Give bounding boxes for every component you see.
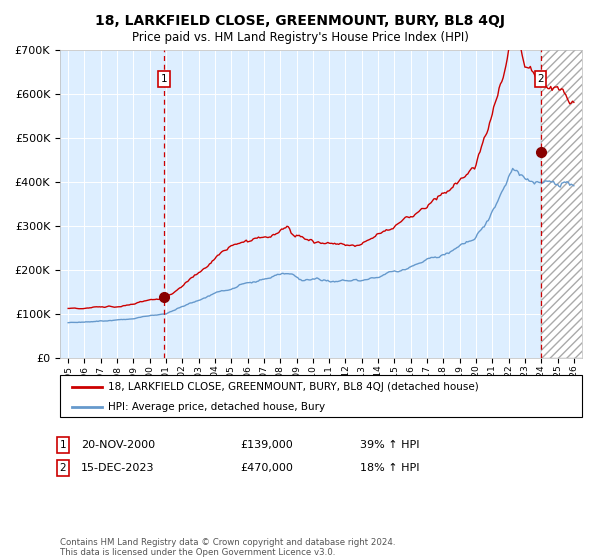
Text: 1: 1 [161, 74, 167, 84]
Text: 20-NOV-2000: 20-NOV-2000 [81, 440, 155, 450]
Text: 2: 2 [59, 463, 67, 473]
Text: 15-DEC-2023: 15-DEC-2023 [81, 463, 155, 473]
Text: 18% ↑ HPI: 18% ↑ HPI [360, 463, 419, 473]
Text: £139,000: £139,000 [240, 440, 293, 450]
Text: 39% ↑ HPI: 39% ↑ HPI [360, 440, 419, 450]
Text: £470,000: £470,000 [240, 463, 293, 473]
Text: 2: 2 [537, 74, 544, 84]
Text: Contains HM Land Registry data © Crown copyright and database right 2024.
This d: Contains HM Land Registry data © Crown c… [60, 538, 395, 557]
Text: 18, LARKFIELD CLOSE, GREENMOUNT, BURY, BL8 4QJ: 18, LARKFIELD CLOSE, GREENMOUNT, BURY, B… [95, 14, 505, 28]
Bar [541, 50, 598, 358]
Text: Price paid vs. HM Land Registry's House Price Index (HPI): Price paid vs. HM Land Registry's House … [131, 31, 469, 44]
Text: HPI: Average price, detached house, Bury: HPI: Average price, detached house, Bury [108, 402, 325, 412]
Text: 1: 1 [59, 440, 67, 450]
Text: 18, LARKFIELD CLOSE, GREENMOUNT, BURY, BL8 4QJ (detached house): 18, LARKFIELD CLOSE, GREENMOUNT, BURY, B… [108, 382, 479, 392]
